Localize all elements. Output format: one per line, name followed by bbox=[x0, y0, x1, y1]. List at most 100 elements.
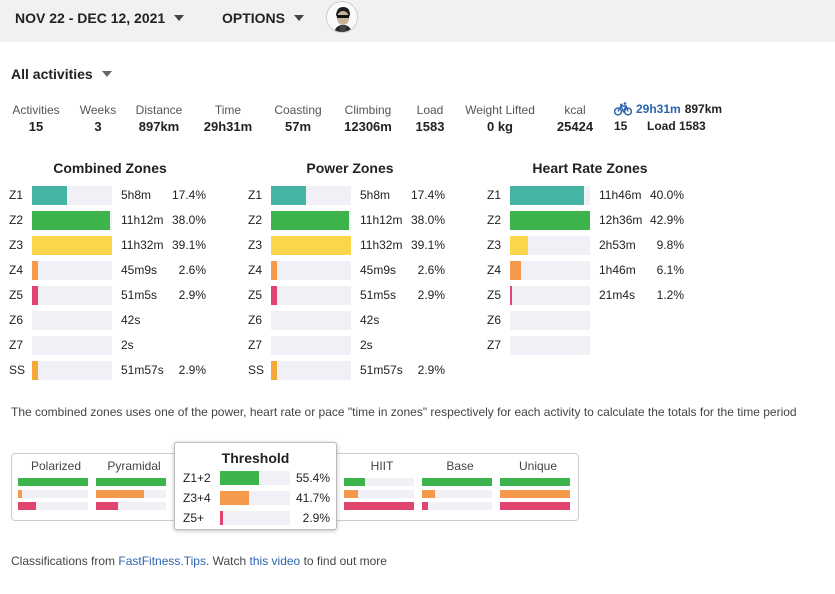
zone-bar-track bbox=[271, 185, 351, 205]
avatar[interactable] bbox=[326, 1, 358, 33]
classification-bar-track bbox=[500, 502, 570, 510]
classification-bar-fill bbox=[500, 502, 570, 510]
stat-label: Activities bbox=[12, 103, 60, 117]
classification-bar-fill bbox=[500, 490, 570, 498]
footer-middle: . Watch bbox=[205, 554, 250, 568]
sport-time-link[interactable]: 29h31m bbox=[636, 102, 681, 116]
zone-time: 2s bbox=[121, 338, 134, 352]
stat-label: Time bbox=[214, 103, 242, 117]
combined-zones-note: The combined zones uses one of the power… bbox=[11, 405, 797, 419]
zone-bar-fill bbox=[32, 235, 112, 255]
zone-label: Z5 bbox=[9, 288, 24, 302]
zone-label: Z1 bbox=[9, 188, 24, 202]
zone-percent: 42.9% bbox=[650, 213, 685, 227]
zone-row-z7: Z7 bbox=[487, 335, 684, 355]
activity-filter-label: All activities bbox=[11, 66, 93, 82]
stat-label: kcal bbox=[564, 103, 586, 117]
stat-value: 897km bbox=[138, 119, 180, 134]
classification-pyramidal[interactable]: Pyramidal bbox=[96, 454, 172, 514]
zone-row-z2: Z2 12h36m 42.9% bbox=[487, 210, 684, 230]
zone-bar-track bbox=[510, 335, 590, 355]
zone-label: Z5 bbox=[248, 288, 263, 302]
zone-percent: 38.0% bbox=[411, 213, 446, 227]
stat-weeks: Weeks 3 bbox=[78, 103, 118, 134]
date-range-selector[interactable]: NOV 22 - DEC 12, 2021 bbox=[15, 10, 185, 26]
classification-bar-fill bbox=[344, 490, 358, 498]
stat-label: Weight Lifted bbox=[465, 103, 535, 117]
zone-row-z7: Z7 2s bbox=[248, 335, 445, 355]
zone-percent: 39.1% bbox=[411, 238, 446, 252]
zone-row-z4: Z4 45m9s 2.6% bbox=[9, 260, 206, 280]
sport-load: Load 1583 bbox=[647, 119, 706, 133]
tooltip-row-label: Z5+ bbox=[183, 511, 205, 525]
zone-bar-fill bbox=[271, 360, 277, 380]
zone-label: Z2 bbox=[9, 213, 24, 227]
zone-row-z3: Z3 11h32m 39.1% bbox=[9, 235, 206, 255]
zone-row-z6: Z6 bbox=[487, 310, 684, 330]
zone-time: 51m5s bbox=[360, 288, 397, 302]
zone-label: SS bbox=[248, 363, 265, 377]
activity-filter[interactable]: All activities bbox=[11, 66, 112, 82]
zone-label: Z4 bbox=[9, 263, 24, 277]
power-zones-title: Power Zones bbox=[306, 160, 394, 176]
zone-percent: 9.8% bbox=[656, 238, 684, 252]
zone-bar-fill bbox=[32, 360, 38, 380]
stat-value: 0 kg bbox=[486, 119, 513, 134]
zone-bar-fill bbox=[271, 260, 277, 280]
zone-time: 42s bbox=[121, 313, 141, 327]
classification-bar-track bbox=[18, 490, 88, 498]
zone-row-z3: Z3 2h53m 9.8% bbox=[487, 235, 684, 255]
stat-value: 25424 bbox=[556, 119, 594, 134]
zone-percent: 2.9% bbox=[417, 288, 445, 302]
caret-down-icon bbox=[101, 71, 112, 77]
zone-bar-track bbox=[32, 310, 112, 330]
zone-percent: 1.2% bbox=[656, 288, 684, 302]
tooltip-bar-fill bbox=[220, 471, 259, 485]
classification-bar-track bbox=[18, 478, 88, 486]
fastfitness-link[interactable]: FastFitness.Tips bbox=[118, 554, 206, 568]
stat-load: Load 1583 bbox=[410, 103, 450, 134]
zone-time: 1h46m bbox=[599, 263, 636, 277]
zone-bar-fill bbox=[510, 210, 590, 230]
zone-label: Z6 bbox=[248, 313, 263, 327]
zone-bar-fill bbox=[271, 210, 349, 230]
zone-label: Z4 bbox=[487, 263, 502, 277]
classification-hiit[interactable]: HIIT bbox=[344, 454, 420, 514]
zone-label: SS bbox=[9, 363, 26, 377]
zone-bar-track bbox=[271, 260, 351, 280]
zone-bar-track bbox=[271, 310, 351, 330]
zone-time: 45m9s bbox=[360, 263, 397, 277]
classification-base[interactable]: Base bbox=[422, 454, 498, 514]
zone-label: Z2 bbox=[487, 213, 502, 227]
zone-bar-track bbox=[271, 285, 351, 305]
tooltip-row-percent: 55.4% bbox=[295, 471, 330, 485]
zone-bar-fill bbox=[32, 210, 110, 230]
zone-bar-track bbox=[510, 260, 590, 280]
video-link[interactable]: this video bbox=[249, 554, 301, 568]
zone-bar-track bbox=[510, 210, 590, 230]
zone-time: 51m5s bbox=[121, 288, 158, 302]
heart-rate-zones-title: Heart Rate Zones bbox=[532, 160, 648, 176]
options-menu[interactable]: OPTIONS bbox=[222, 10, 305, 26]
zone-row-z2: Z2 11h12m 38.0% bbox=[248, 210, 445, 230]
stat-coasting: Coasting 57m bbox=[272, 103, 324, 134]
classification-bar-track bbox=[96, 478, 166, 486]
classification-bar-track bbox=[500, 490, 570, 498]
classification-bar-fill bbox=[344, 502, 414, 510]
classification-unique[interactable]: Unique bbox=[500, 454, 576, 514]
zone-bar-track bbox=[271, 360, 351, 380]
classification-bar-track bbox=[422, 502, 492, 510]
zone-label: Z3 bbox=[487, 238, 502, 252]
zone-row-z1: Z1 5h8m 17.4% bbox=[9, 185, 206, 205]
zone-bar-track bbox=[271, 335, 351, 355]
stat-value: 15 bbox=[28, 119, 44, 134]
classification-bar-track bbox=[344, 490, 414, 498]
tooltip-bar-track bbox=[220, 491, 290, 505]
classification-bar-fill bbox=[500, 478, 570, 486]
zone-bar-track bbox=[32, 285, 112, 305]
zone-label: Z7 bbox=[9, 338, 24, 352]
zone-percent: 2.9% bbox=[417, 363, 445, 377]
sport-distance: 897km bbox=[684, 102, 723, 116]
tooltip-bar-track bbox=[220, 511, 290, 525]
classification-polarized[interactable]: Polarized bbox=[18, 454, 94, 514]
